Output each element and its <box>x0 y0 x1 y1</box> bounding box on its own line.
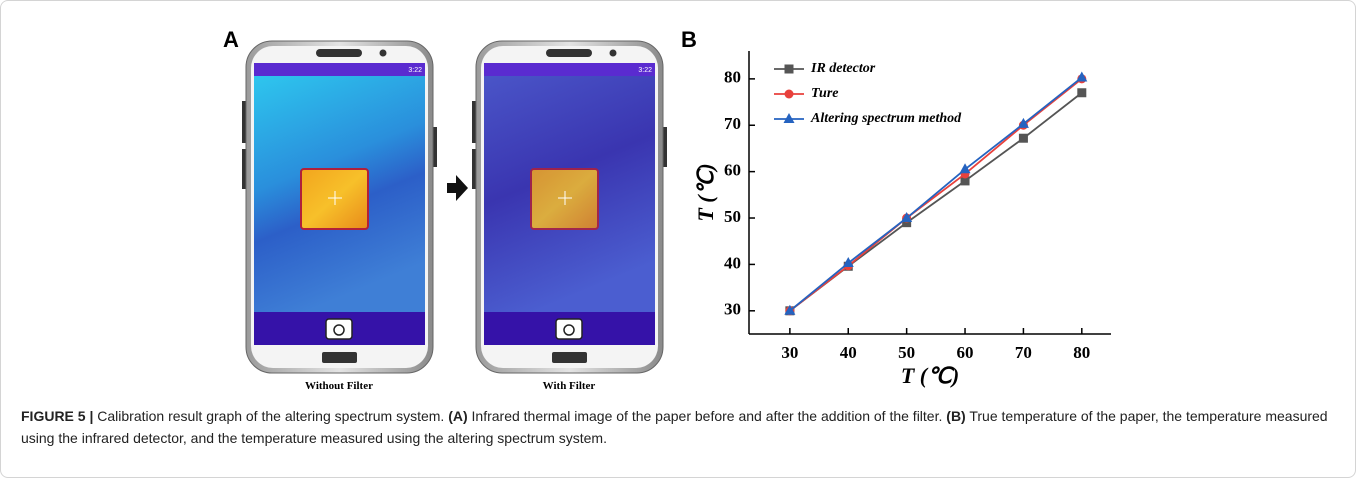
data-point <box>784 304 796 315</box>
phone-caption: With Filter <box>543 380 596 392</box>
speaker <box>316 49 362 57</box>
data-point <box>901 212 913 223</box>
y-tick-label: 80 <box>724 68 741 87</box>
side-button <box>242 101 247 143</box>
phone: 3:22 <box>242 40 437 374</box>
marker <box>784 89 794 99</box>
y-tick-label: 70 <box>724 114 741 133</box>
y-tick-label: 30 <box>724 300 741 319</box>
camera <box>609 49 617 57</box>
data-point <box>959 163 971 174</box>
caption-text: Infrared thermal image of the paper befo… <box>471 408 943 424</box>
y-tick-label: 50 <box>724 207 741 226</box>
camera-button <box>325 318 353 340</box>
crosshair <box>328 191 342 205</box>
legend-label: Ture <box>811 86 838 101</box>
status-bar <box>254 63 425 76</box>
panel-label: A <box>223 27 239 52</box>
y-tick-label: 60 <box>724 161 741 180</box>
camera-lens <box>333 324 345 336</box>
side-button <box>432 127 437 167</box>
home-button <box>322 352 357 363</box>
data-point <box>842 257 854 268</box>
panel-label: B <box>681 27 697 52</box>
caption-label: FIGURE 5 | <box>21 408 94 424</box>
status-time: 3:22 <box>408 67 422 74</box>
home-button <box>552 352 587 363</box>
side-button <box>472 101 477 143</box>
side-button <box>472 149 477 189</box>
series-line <box>789 76 1083 312</box>
marker <box>783 113 795 123</box>
x-tick-label: 40 <box>840 343 857 362</box>
data-point <box>1018 133 1028 143</box>
crosshair <box>558 191 572 205</box>
series-line <box>789 78 1083 312</box>
data-point <box>960 176 970 186</box>
data-point <box>1077 88 1087 98</box>
status-time: 3:22 <box>638 67 652 74</box>
x-tick-label: 70 <box>1015 343 1032 362</box>
phone: 3:22 <box>472 40 667 374</box>
side-button <box>242 149 247 189</box>
caption-label: (A) <box>448 408 468 424</box>
side-button <box>662 127 667 167</box>
phone-caption: Without Filter <box>305 380 373 392</box>
camera-lens <box>563 324 575 336</box>
x-tick-label: 50 <box>898 343 915 362</box>
legend-label: IR detector <box>810 61 876 76</box>
data-point <box>1076 71 1088 82</box>
marker <box>784 64 794 74</box>
caption-text: True temperature of the paper, the tempe… <box>21 408 1328 446</box>
y-tick-label: 40 <box>724 253 741 272</box>
camera-button <box>555 318 583 340</box>
y-axis-label: T (℃) <box>693 163 718 221</box>
speaker <box>546 49 592 57</box>
camera <box>379 49 387 57</box>
data-point <box>1017 117 1029 128</box>
data-point <box>902 218 912 228</box>
legend-label: Altering spectrum method <box>810 111 962 126</box>
caption-label: (B) <box>946 408 966 424</box>
status-bar <box>484 63 655 76</box>
x-tick-label: 80 <box>1073 343 1090 362</box>
x-tick-label: 30 <box>781 343 798 362</box>
arrow <box>447 175 468 201</box>
x-tick-label: 60 <box>957 343 974 362</box>
figure-panels: A B 3:22 Without Filter 3:22 With Filter 30 4… <box>223 27 1111 392</box>
caption-text: Calibration result graph of the altering… <box>97 408 445 424</box>
caption: FIGURE 5 | Calibration result graph of t… <box>21 405 1331 449</box>
x-axis-label: T (℃) <box>901 363 959 388</box>
